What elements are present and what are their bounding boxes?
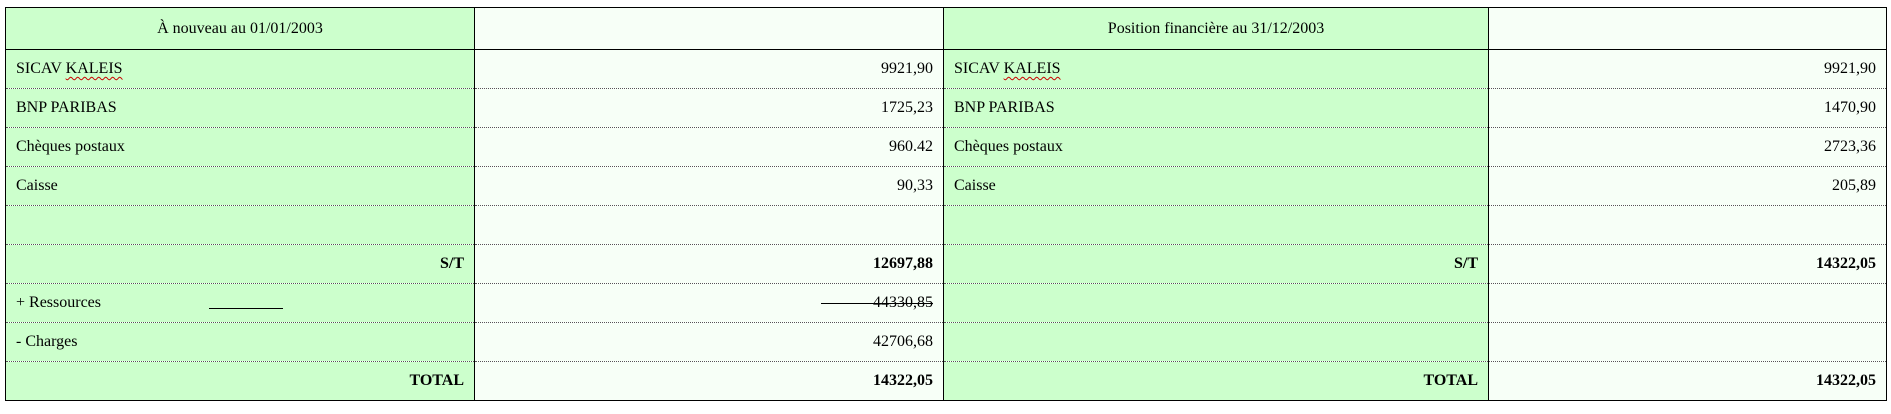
- row-label: S/T: [943, 244, 1489, 284]
- row-label: S/T: [5, 244, 475, 284]
- row-label-part: SICAV: [16, 60, 62, 77]
- table-row: SICAV KALEIS 9921,90 SICAV KALEIS 9921,9…: [5, 49, 1887, 89]
- row-value: 960.42: [474, 127, 944, 167]
- header-closing: Position financière au 31/12/2003: [943, 7, 1489, 50]
- table-row: Caisse 90,33 Caisse 205,89: [5, 166, 1887, 206]
- row-value: 90,33: [474, 166, 944, 206]
- row-label: [5, 205, 475, 245]
- row-value: 42706,68: [474, 322, 944, 362]
- row-value: 9921,90: [474, 49, 944, 89]
- table-row: + Ressources 44330,85: [5, 283, 1887, 323]
- row-value: 1725,23: [474, 88, 944, 128]
- row-label: - Charges: [5, 322, 475, 362]
- row-value: 205,89: [1488, 166, 1887, 206]
- row-value: 14322,05: [474, 361, 944, 401]
- row-value: 44330,85: [474, 283, 944, 323]
- row-label-part: KALEIS: [1003, 60, 1061, 77]
- row-label: [943, 322, 1489, 362]
- header-row: À nouveau au 01/01/2003 Position financi…: [5, 7, 1887, 50]
- row-value: [474, 205, 944, 245]
- row-value: [1488, 205, 1887, 245]
- row-label-part: SICAV: [954, 60, 1000, 77]
- row-label: Chèques postaux: [943, 127, 1489, 167]
- row-value: [1488, 283, 1887, 323]
- row-value: [1488, 322, 1887, 362]
- total-row: TOTAL 14322,05 TOTAL 14322,05: [5, 361, 1887, 401]
- row-value: 1470,90: [1488, 88, 1887, 128]
- row-value: 14322,05: [1488, 244, 1887, 284]
- row-label: [943, 205, 1489, 245]
- row-value: 9921,90: [1488, 49, 1887, 89]
- underline-rule: [209, 308, 284, 309]
- row-label-part: KALEIS: [65, 60, 123, 77]
- row-label: Caisse: [943, 166, 1489, 206]
- row-label: Caisse: [5, 166, 475, 206]
- row-value: 14322,05: [1488, 361, 1887, 401]
- table-row: - Charges 42706,68: [5, 322, 1887, 362]
- row-label: Chèques postaux: [5, 127, 475, 167]
- subtotal-row: S/T 12697,88 S/T 14322,05: [5, 244, 1887, 284]
- header-closing-value: [1488, 7, 1887, 50]
- header-opening: À nouveau au 01/01/2003: [5, 7, 475, 50]
- table-row: BNP PARIBAS 1725,23 BNP PARIBAS 1470,90: [5, 88, 1887, 128]
- row-label: BNP PARIBAS: [943, 88, 1489, 128]
- table-row: [5, 205, 1887, 245]
- row-label: SICAV KALEIS: [943, 49, 1489, 89]
- row-label-text: + Ressources: [16, 294, 102, 311]
- row-label: TOTAL: [5, 361, 475, 401]
- row-label: BNP PARIBAS: [5, 88, 475, 128]
- header-opening-value: [474, 7, 944, 50]
- row-value: 12697,88: [474, 244, 944, 284]
- row-value: 2723,36: [1488, 127, 1887, 167]
- row-value-text: 44330,85: [821, 294, 933, 311]
- row-label: + Ressources: [5, 283, 475, 323]
- financial-table: À nouveau au 01/01/2003 Position financi…: [5, 7, 1887, 401]
- row-label: [943, 283, 1489, 323]
- row-label: TOTAL: [943, 361, 1489, 401]
- table-row: Chèques postaux 960.42 Chèques postaux 2…: [5, 127, 1887, 167]
- row-label: SICAV KALEIS: [5, 49, 475, 89]
